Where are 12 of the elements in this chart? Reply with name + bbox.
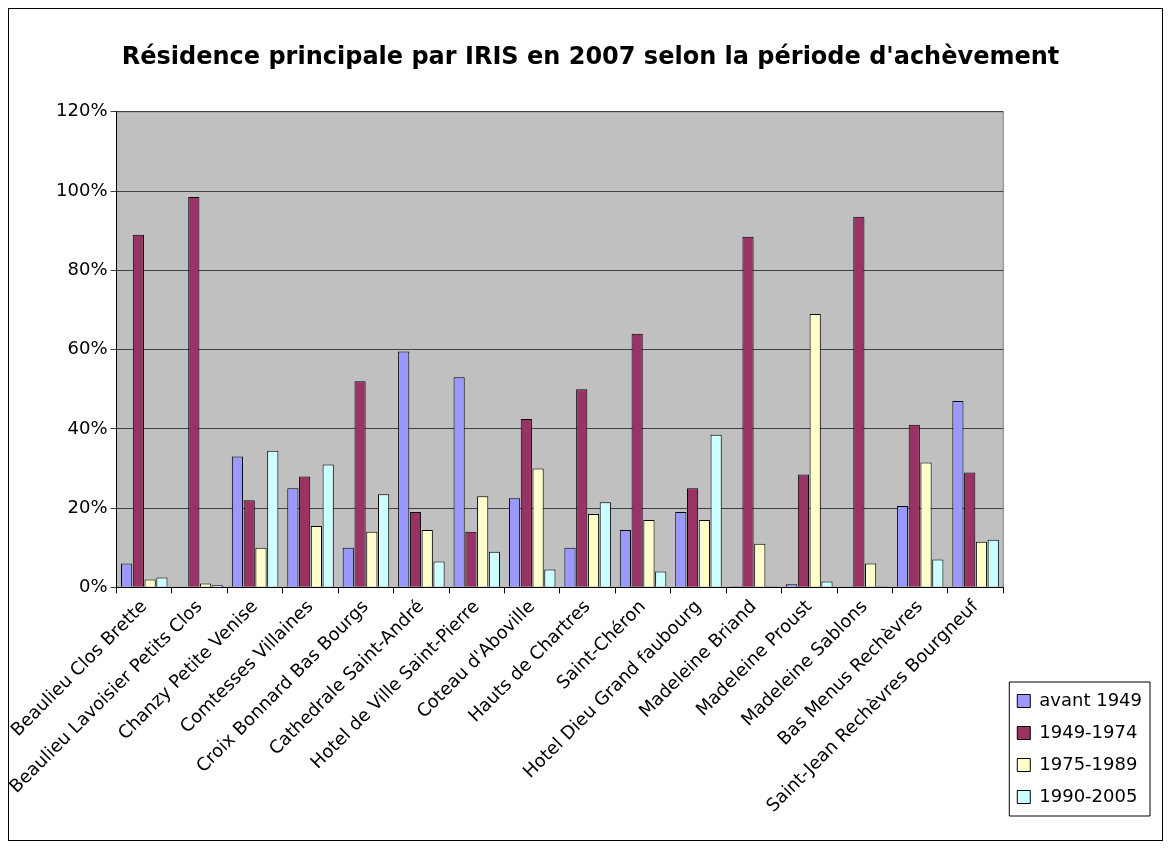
y-tick-label: 100% [56, 178, 108, 200]
legend-label: 1990-2005 [1039, 784, 1138, 806]
y-tick-label: 40% [67, 416, 108, 438]
chart-title: Résidence principale par IRIS en 2007 selon la période d'achèvement [121, 41, 1060, 70]
y-tick-label: 120% [56, 99, 108, 121]
y-tick-label: 0% [78, 575, 108, 597]
y-tick-label: 20% [67, 495, 108, 517]
legend-label: avant 1949 [1039, 688, 1143, 710]
y-tick-label: 80% [67, 257, 108, 279]
legend-label: 1975-1989 [1039, 752, 1138, 774]
legend-label: 1949-1974 [1039, 720, 1138, 742]
y-tick-label: 60% [67, 337, 108, 359]
